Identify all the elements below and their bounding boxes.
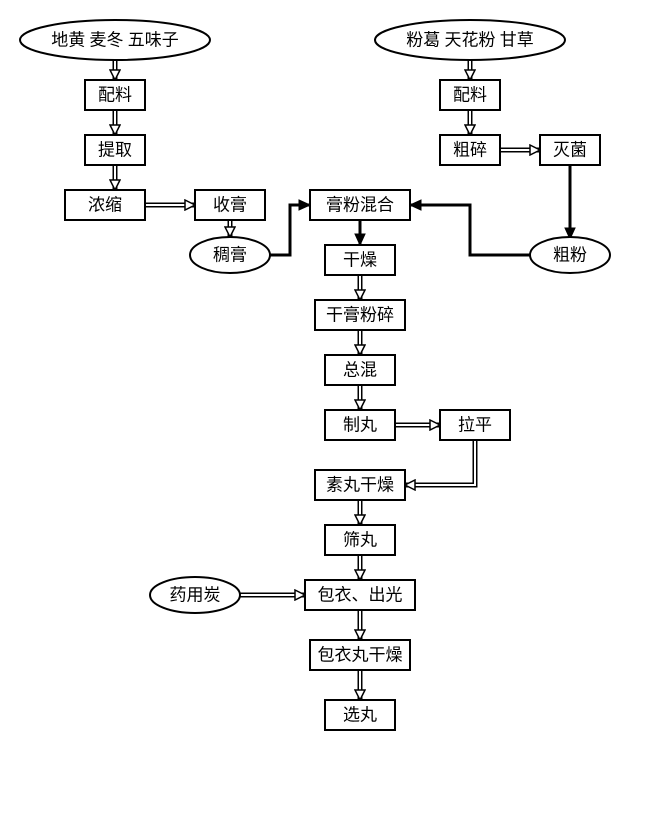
node-b4: 收膏 [195, 190, 265, 220]
node-b14: 素丸干燥 [315, 470, 405, 500]
node-e2: 粉葛 天花粉 甘草 [375, 20, 565, 60]
node-b12: 制丸 [325, 410, 395, 440]
node-b7: 灭菌 [540, 135, 600, 165]
node-b8: 膏粉混合 [310, 190, 410, 220]
label-b5: 配料 [453, 86, 487, 105]
label-e1: 地黄 麦冬 五味子 [51, 31, 179, 50]
node-b5: 配料 [440, 80, 500, 110]
label-e2: 粉葛 天花粉 甘草 [406, 31, 534, 50]
node-b6: 粗碎 [440, 135, 500, 165]
label-b14: 素丸干燥 [326, 476, 394, 495]
node-b16: 包衣、出光 [305, 580, 415, 610]
flowchart: 地黄 麦冬 五味子粉葛 天花粉 甘草配料提取浓缩收膏稠膏配料粗碎灭菌粗粉膏粉混合… [0, 0, 664, 824]
label-e5: 药用炭 [170, 586, 221, 605]
node-e3: 稠膏 [190, 237, 270, 273]
label-b8: 膏粉混合 [326, 195, 394, 215]
node-b17: 包衣丸干燥 [310, 640, 410, 670]
node-b3: 浓缩 [65, 190, 145, 220]
label-b13: 拉平 [458, 416, 492, 435]
node-e5: 药用炭 [150, 577, 240, 613]
label-b2: 提取 [98, 141, 132, 160]
label-b15: 筛丸 [343, 531, 377, 550]
node-b9: 干燥 [325, 245, 395, 275]
label-b10: 干膏粉碎 [326, 305, 394, 325]
node-e1: 地黄 麦冬 五味子 [20, 20, 210, 60]
label-b11: 总混 [343, 361, 377, 380]
label-e3: 稠膏 [213, 245, 247, 265]
node-b11: 总混 [325, 355, 395, 385]
label-b18: 选丸 [343, 706, 377, 725]
label-b12: 制丸 [343, 416, 377, 435]
label-b9: 干燥 [343, 251, 377, 270]
label-e4: 粗粉 [553, 246, 587, 265]
label-b4: 收膏 [213, 195, 247, 215]
node-b10: 干膏粉碎 [315, 300, 405, 330]
label-b17: 包衣丸干燥 [318, 646, 403, 665]
label-b16: 包衣、出光 [318, 586, 403, 605]
node-b2: 提取 [85, 135, 145, 165]
label-b3: 浓缩 [88, 196, 122, 215]
label-b1: 配料 [98, 86, 132, 105]
node-b13: 拉平 [440, 410, 510, 440]
label-b6: 粗碎 [453, 141, 487, 160]
node-b1: 配料 [85, 80, 145, 110]
node-e4: 粗粉 [530, 237, 610, 273]
node-b15: 筛丸 [325, 525, 395, 555]
label-b7: 灭菌 [553, 141, 587, 160]
node-b18: 选丸 [325, 700, 395, 730]
